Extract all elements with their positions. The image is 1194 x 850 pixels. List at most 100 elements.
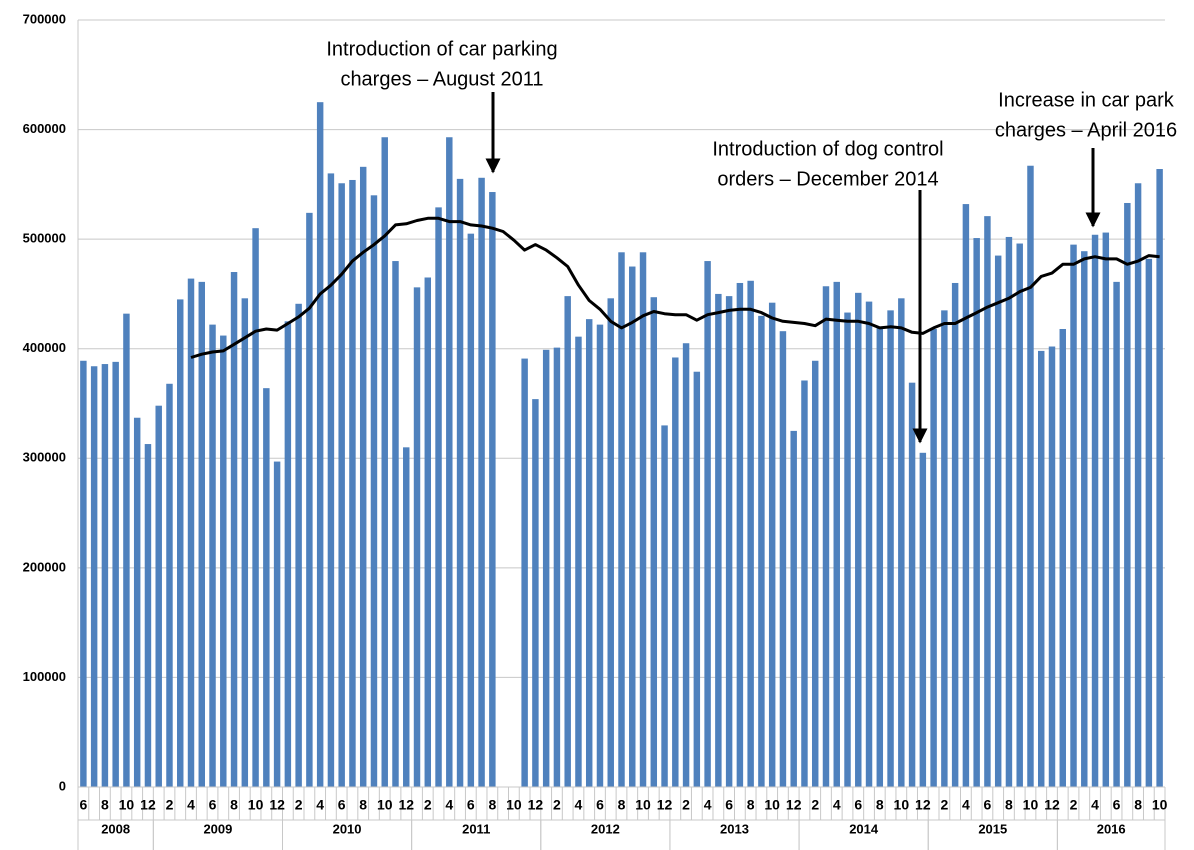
x-tick-label: 4	[187, 797, 195, 813]
marks	[80, 102, 1163, 788]
year-label: 2013	[720, 821, 749, 836]
y-tick-label: 700000	[23, 11, 66, 26]
bar	[747, 280, 754, 787]
year-label: 2016	[1097, 821, 1126, 836]
x-tick-label: 8	[359, 797, 367, 813]
bar	[661, 425, 668, 787]
x-tick-label: 6	[596, 797, 604, 813]
bar	[1027, 165, 1034, 788]
bar	[1102, 232, 1110, 787]
bar	[413, 287, 421, 787]
annotation: charges – August 2011	[340, 68, 543, 90]
bar	[349, 179, 356, 787]
annotation: Introduction of car parking	[326, 38, 557, 60]
x-tick-label: 12	[269, 797, 285, 813]
year-label: 2010	[333, 821, 362, 836]
x-tick-label: 4	[1091, 797, 1099, 813]
bar	[865, 301, 873, 787]
year-label: 2014	[849, 821, 879, 836]
year-label: 2008	[101, 821, 130, 836]
bar	[790, 430, 797, 787]
x-tick-label: 2	[553, 797, 561, 813]
x-tick-label: 12	[140, 797, 156, 813]
bar	[198, 281, 205, 787]
bar	[456, 178, 464, 788]
x-tick-label: 8	[876, 797, 884, 813]
x-tick-label: 6	[725, 797, 733, 813]
x-tick-label: 12	[915, 797, 931, 813]
x-tick-label: 4	[445, 797, 453, 813]
annotations: Introduction of car parking charges – Aug…	[326, 38, 1177, 444]
x-tick-label: 8	[1005, 797, 1013, 813]
bar	[112, 361, 119, 787]
bar	[887, 310, 894, 787]
bar	[930, 328, 937, 787]
y-tick-label: 0	[59, 778, 66, 793]
bar	[338, 183, 345, 788]
x-tick-label: 12	[528, 797, 544, 813]
moving-average-line	[190, 216, 1160, 359]
bar	[585, 319, 593, 787]
bar	[101, 364, 109, 787]
bar	[435, 207, 442, 788]
bar	[962, 204, 970, 787]
bar	[984, 216, 991, 787]
bar	[1145, 258, 1153, 787]
bar	[725, 296, 733, 787]
bar	[359, 166, 367, 788]
bar	[682, 343, 690, 787]
bar	[381, 137, 388, 787]
bar	[521, 358, 528, 787]
x-tick-label: 6	[467, 797, 475, 813]
bar	[779, 331, 787, 787]
y-tick-label: 100000	[23, 669, 66, 684]
bar	[768, 302, 776, 787]
bar	[919, 452, 927, 787]
bar	[327, 173, 335, 787]
bar	[639, 252, 647, 787]
year-label: 2012	[591, 821, 620, 836]
x-tick-label: 8	[1134, 797, 1142, 813]
bar	[876, 326, 884, 787]
x-tick-label: 10	[764, 797, 780, 813]
bar	[898, 298, 905, 787]
bar	[1038, 350, 1045, 787]
bar	[736, 282, 744, 787]
bar	[187, 278, 195, 787]
bar	[758, 315, 765, 787]
x-tick-label: 6	[1113, 797, 1121, 813]
y-tick-label: 200000	[23, 559, 66, 574]
bar	[424, 277, 432, 787]
bar	[822, 286, 830, 787]
bar	[263, 388, 270, 787]
bar	[596, 324, 604, 787]
x-tick-label: 10	[1152, 797, 1168, 813]
bar	[855, 292, 862, 787]
bar	[1048, 346, 1056, 787]
x-tick-label: 6	[209, 797, 217, 813]
x-tick-label: 12	[1044, 797, 1060, 813]
annotation: Introduction of dog control	[712, 138, 943, 160]
year-label: 2009	[203, 821, 232, 836]
bar	[1124, 202, 1131, 788]
bar	[811, 360, 819, 787]
x-tick-label: 2	[166, 797, 174, 813]
bar	[489, 192, 496, 787]
x-tick-label: 6	[338, 797, 346, 813]
bar	[1081, 251, 1088, 788]
x-tick-label: 6	[79, 797, 87, 813]
bar	[306, 212, 313, 788]
bar	[284, 321, 292, 787]
bar	[1059, 328, 1066, 787]
bar	[532, 399, 539, 787]
bar	[220, 335, 227, 787]
x-tick-label: 10	[248, 797, 264, 813]
bar	[446, 137, 453, 787]
x-tick-label: 4	[575, 797, 583, 813]
bar	[618, 252, 625, 787]
x-tick-label: 10	[894, 797, 910, 813]
bar	[478, 177, 485, 788]
bar	[629, 266, 636, 787]
x-tick-label: 12	[657, 797, 673, 813]
bar	[672, 357, 679, 787]
